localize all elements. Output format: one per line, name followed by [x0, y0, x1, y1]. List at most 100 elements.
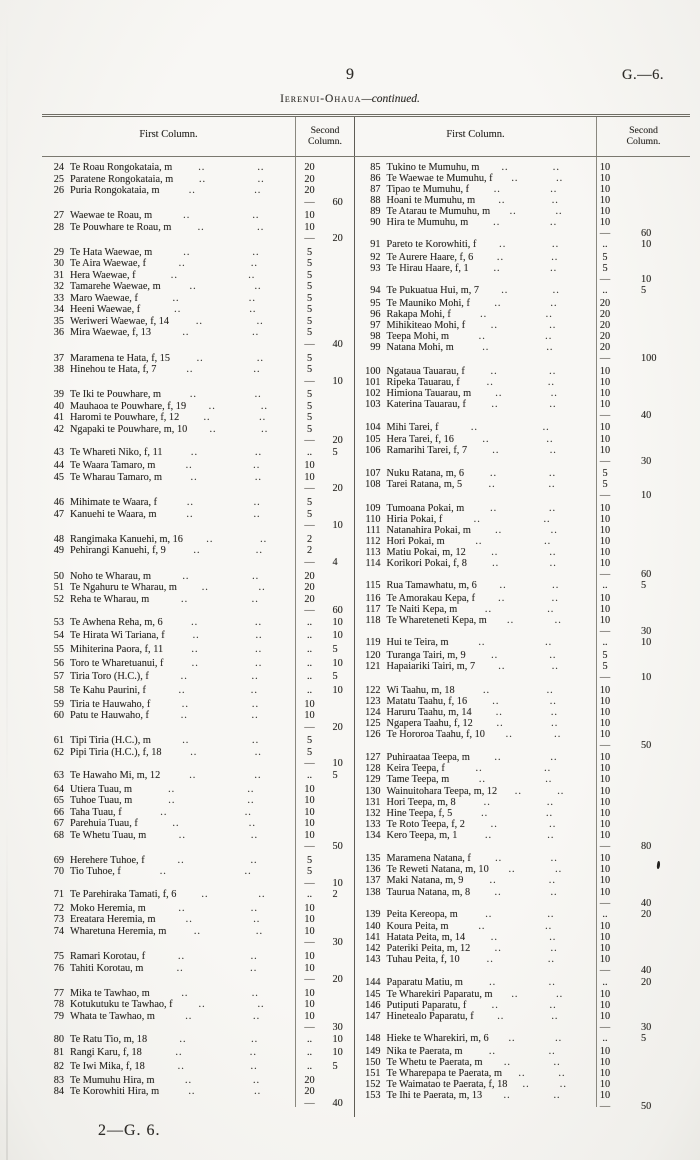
person-name: Matatu Taahu, f, 16: [386, 695, 468, 707]
total-cell: [628, 342, 690, 353]
dot-leader: ..: [551, 592, 559, 604]
table-title: Ierenui-Ohaua—continued.: [0, 93, 700, 105]
row-number: 24: [53, 162, 64, 173]
row-number: [355, 1101, 387, 1112]
total-cell: [329, 1086, 354, 1098]
value-cell: 5: [306, 315, 313, 327]
table-row: 117 Te Naiti Kepa, m.... 10: [355, 604, 690, 615]
person-name: Te Hororoa Taahu, f, 10: [386, 728, 485, 740]
row-number: 74: [53, 925, 64, 937]
total-cell: 5: [332, 769, 338, 781]
row-number: 90: [370, 217, 381, 229]
table-row: 25 Paratene Rongokataia, m.... 20: [42, 174, 354, 186]
value-cell: 10: [304, 999, 315, 1011]
person-name: Te Hawaho Mi, m, 12: [70, 769, 161, 781]
person-name: Matiu Pokai, m, 12: [386, 547, 466, 559]
total-cell: [628, 752, 690, 763]
dot-leader: ..: [186, 508, 194, 520]
total-cell: [329, 174, 354, 186]
second-header-line1: Second: [310, 125, 340, 136]
total-cell: [329, 866, 354, 878]
dot-leader: ..: [550, 853, 558, 865]
dot-leader: ..: [249, 304, 257, 316]
dot-leader: ..: [490, 502, 498, 514]
total-cell: 5: [332, 643, 338, 655]
total-cell: [329, 304, 354, 316]
total-row: — 60: [355, 228, 690, 239]
table-row: 41 Haromi te Pouwhare, f, 12.... 5: [42, 412, 354, 424]
row-number: [42, 841, 70, 853]
dot-leader: ..: [180, 710, 188, 722]
table-row: 145 Te Wharekiri Paparatu, m.... 10: [355, 989, 690, 1000]
table-row: 113 Matiu Pokai, m, 12.... 10: [355, 547, 690, 558]
value-cell: 5: [306, 258, 313, 270]
total-cell: [329, 795, 354, 807]
dot-leader: ..: [250, 854, 258, 866]
dot-leader: ..: [478, 330, 486, 342]
total-cell: [628, 252, 690, 263]
value-cell: 5: [306, 866, 313, 878]
value-cell: 10: [304, 710, 315, 722]
row-number: 131: [365, 796, 381, 808]
dot-leader: ..: [547, 908, 555, 920]
dot-leader: ..: [484, 603, 493, 615]
total-cell: [628, 206, 690, 217]
dot-leader: ..: [250, 1061, 258, 1073]
total-row: — 10: [355, 490, 690, 501]
row-number: 31: [53, 269, 64, 281]
dot-leader: ..: [253, 508, 261, 520]
total-cell: 10: [332, 758, 343, 770]
dot-leader: ..: [248, 818, 256, 829]
row-number: 65: [53, 795, 64, 806]
value-cell: 10: [599, 1011, 611, 1023]
value-cell: 10: [599, 558, 611, 570]
dot-leader: ..: [498, 592, 506, 604]
row-number: 147: [365, 1011, 381, 1023]
value-cell: —: [599, 840, 611, 852]
person-name: Tarei Ratana, m, 5: [386, 479, 463, 491]
value-cell: —: [599, 455, 611, 467]
dot-leader: ..: [494, 752, 502, 764]
person-name: Te Atarau te Mumuhu, m: [386, 206, 491, 218]
total-cell: 5: [332, 446, 338, 458]
table-row: 29 Te Hata Waewae, m.... 5: [42, 247, 354, 259]
dot-leader: ..: [185, 1010, 193, 1022]
person-name: Mihiterina Paora, f, 11: [70, 643, 164, 655]
value-cell: 5: [306, 412, 313, 424]
row-number: 110: [365, 514, 381, 526]
total-row: — 60: [355, 569, 690, 580]
person-name: Te Mumuhu Hira, m: [70, 1074, 155, 1086]
value-cell: 5: [602, 660, 608, 672]
row-number: 61: [53, 735, 64, 747]
value-cell: —: [304, 605, 315, 616]
row-number: 95: [370, 297, 381, 309]
dot-leader: ..: [251, 987, 259, 999]
table-row: 62 Pipi Tiria (H.C.), f, 18.... 5: [42, 747, 354, 759]
total-cell: 10: [332, 657, 343, 669]
total-cell: [628, 422, 690, 433]
dot-leader: ..: [178, 258, 186, 270]
person-name: Te Awhena Reha, m, 6: [70, 616, 163, 628]
table-row: 130 Wainuitohara Teepa, m, 12.... 10: [355, 786, 690, 797]
row-number: 54: [53, 630, 64, 642]
dot-leader: [387, 898, 485, 909]
value-cell: —: [599, 897, 611, 909]
dot-leader: [484, 841, 582, 852]
row-number: 38: [53, 364, 64, 376]
total-cell: [628, 217, 690, 228]
row-number: 45: [53, 471, 64, 483]
dot-leader: [180, 937, 290, 949]
dot-leader: [387, 1022, 485, 1033]
dot-leader: ..: [492, 444, 500, 456]
dot-leader: ..: [552, 239, 560, 251]
value-cell: 10: [599, 547, 611, 559]
row-number: 73: [53, 914, 64, 926]
row-number: [355, 228, 387, 239]
value-cell: 10: [599, 785, 611, 797]
dot-leader: [70, 339, 180, 351]
total-cell: [628, 547, 690, 558]
table-row: 108 Tarei Ratana, m, 5.... 5: [355, 479, 690, 490]
person-name: Teepa Mohi, m: [386, 330, 449, 342]
dot-leader: ..: [251, 593, 259, 605]
dot-leader: [484, 1022, 582, 1033]
